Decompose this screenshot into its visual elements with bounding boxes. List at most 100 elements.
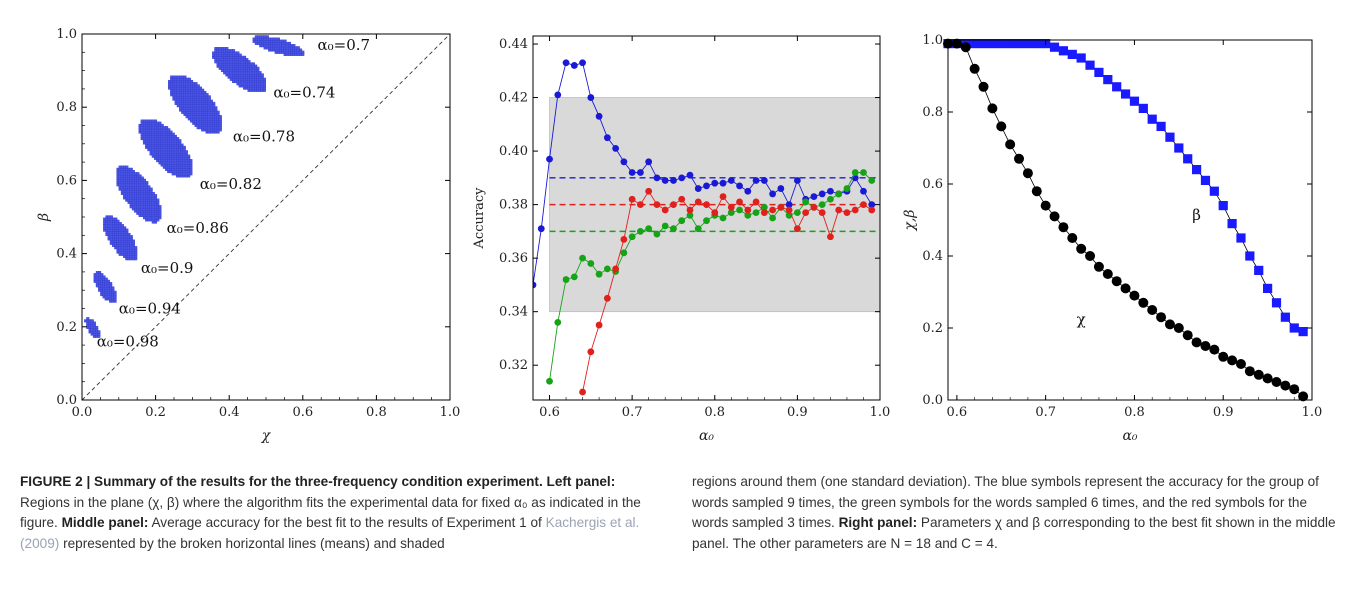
- series-point: [653, 230, 661, 238]
- beta-point: [1209, 186, 1219, 196]
- chi-point: [1200, 341, 1211, 351]
- region-1: [212, 47, 266, 92]
- region-cell: [123, 226, 127, 230]
- series-point: [703, 201, 710, 209]
- chi-point: [1093, 261, 1104, 272]
- region-group: [84, 35, 305, 338]
- series-point: [587, 348, 595, 356]
- region-7: [84, 317, 101, 338]
- region-cell: [301, 50, 305, 54]
- region-cell: [86, 317, 90, 321]
- beta-point: [996, 39, 1006, 49]
- caption-middle-text-2: regions around them (one standard deviat…: [692, 474, 1319, 530]
- beta-point: [1156, 121, 1166, 131]
- x-axis-label: α₀: [699, 428, 714, 444]
- series-point: [868, 201, 876, 209]
- y-tick-label: 0.36: [499, 251, 528, 266]
- chi-point: [1271, 377, 1282, 387]
- series-point: [678, 217, 686, 225]
- region-label: α₀=0.98: [97, 332, 159, 350]
- region-cell: [225, 47, 229, 51]
- region-cell: [165, 126, 169, 130]
- chi-point: [1076, 243, 1087, 254]
- chi-point: [987, 103, 998, 114]
- region-cell: [189, 159, 193, 163]
- series-point: [760, 203, 768, 211]
- chi-point: [1164, 319, 1175, 330]
- series-point: [612, 145, 620, 152]
- beta-point: [1032, 39, 1042, 49]
- series-point: [793, 209, 801, 217]
- chi-point: [1227, 355, 1238, 366]
- region-5: [103, 215, 138, 261]
- region-cell: [256, 66, 260, 70]
- chi-point: [1156, 312, 1167, 323]
- region-cell: [298, 48, 303, 52]
- series-line: [549, 172, 873, 382]
- region-cell: [183, 75, 187, 79]
- chi-point: [1049, 211, 1060, 222]
- region-cell: [283, 39, 287, 43]
- series-point: [612, 265, 620, 273]
- region-cell: [131, 239, 135, 243]
- series-point: [579, 59, 586, 67]
- region-cell: [243, 55, 247, 59]
- series-point: [827, 187, 834, 195]
- region-cell: [100, 273, 104, 277]
- x-tick-label: 0.6: [292, 405, 313, 420]
- x-tick-label: 0.8: [704, 405, 725, 420]
- region-cell: [216, 110, 220, 114]
- beta-point: [1112, 82, 1122, 92]
- region-cell: [156, 198, 160, 202]
- region-cell: [287, 41, 292, 45]
- series-point: [769, 206, 776, 214]
- right-panel-chart: 0.6 0.7 0.8 0.9 1.0 0.0 0.2 0.4 0.6 0.8 1.0 α₀ χ,β β χ: [902, 33, 1322, 444]
- region-label: α₀=0.7: [318, 36, 371, 54]
- beta-point: [1058, 46, 1069, 56]
- caption-middle-text: Average accuracy for the best fit to the…: [148, 515, 546, 530]
- chi-point: [1058, 222, 1069, 233]
- series-point: [818, 209, 826, 217]
- y-tick-label: 0.34: [499, 305, 528, 320]
- caption-citation-link[interactable]: Kachergis et al. (2009): [20, 515, 640, 551]
- series-point: [711, 209, 719, 217]
- series-point: [645, 158, 653, 166]
- region-cell: [158, 121, 162, 125]
- region-cell: [187, 154, 191, 158]
- series-line: [582, 190, 872, 393]
- series-point: [595, 270, 603, 278]
- region-label: α₀=0.78: [233, 127, 295, 145]
- series-point: [637, 201, 644, 209]
- y-tick-label: 0.44: [499, 37, 528, 52]
- chi-point: [1289, 384, 1300, 395]
- chi-point: [1147, 305, 1158, 315]
- series-point: [860, 169, 867, 176]
- series-point: [579, 254, 586, 262]
- chi-point: [1298, 391, 1309, 402]
- region-cell: [109, 282, 113, 286]
- region-cell: [167, 128, 171, 132]
- series-point: [769, 190, 776, 198]
- series-point: [835, 206, 843, 214]
- region-cell: [134, 246, 138, 250]
- figure-caption: FIGURE 2 | Summary of the results for th…: [20, 472, 1337, 608]
- series-point: [868, 206, 876, 214]
- chi-point: [1253, 369, 1264, 380]
- region-cell: [154, 194, 158, 198]
- region-cell: [147, 185, 151, 189]
- region-cell: [145, 181, 149, 185]
- series-point: [686, 171, 694, 179]
- series-point: [827, 233, 834, 241]
- series-point: [752, 177, 760, 184]
- series-point: [603, 294, 611, 302]
- region-cell: [201, 88, 205, 92]
- y-axis-label: β: [36, 213, 52, 222]
- series-point: [760, 177, 768, 184]
- region-cell: [142, 178, 147, 182]
- beta-point: [1103, 75, 1113, 85]
- series-point: [793, 177, 801, 184]
- series-point: [727, 177, 735, 184]
- chi-annotation: χ: [1077, 310, 1086, 328]
- series-point: [744, 211, 752, 219]
